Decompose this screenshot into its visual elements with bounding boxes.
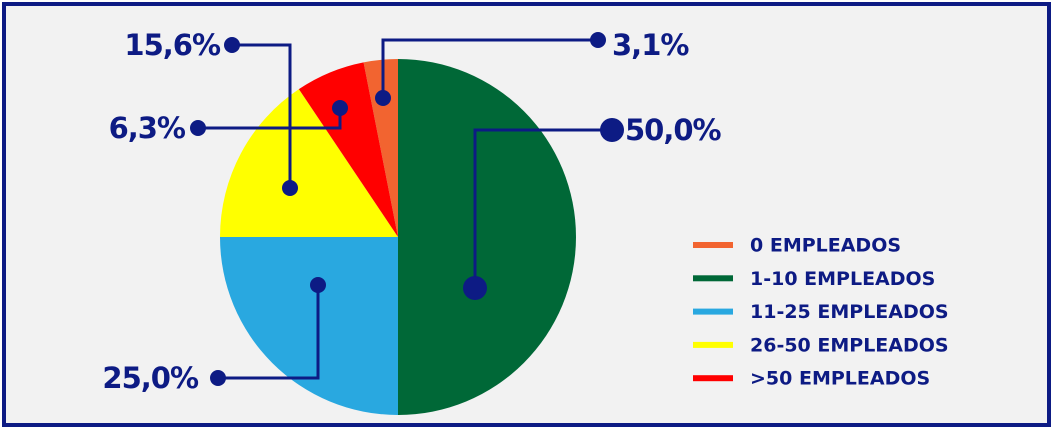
data-label: 25,0% — [102, 361, 199, 395]
legend-swatch — [693, 375, 733, 382]
leader-line — [232, 43, 292, 188]
data-label: 3,1% — [612, 28, 689, 62]
legend-label: 1-10 EMPLEADOS — [750, 268, 935, 290]
pie-slice — [220, 237, 398, 415]
leader-line — [218, 285, 320, 380]
leader-dot — [210, 370, 226, 386]
legend-swatch — [693, 341, 733, 348]
pie-slice — [220, 89, 398, 237]
leader-dot — [310, 277, 326, 293]
leader-dot — [332, 100, 348, 116]
leader-line — [473, 128, 612, 288]
legend-swatch — [693, 308, 733, 315]
legend-label: 11-25 EMPLEADOS — [750, 301, 949, 323]
pie-slice — [398, 59, 576, 415]
data-label: 50,0% — [625, 113, 722, 147]
leader-dot — [282, 180, 298, 196]
leader-dot — [590, 32, 606, 48]
legend-label: >50 EMPLEADOS — [750, 368, 930, 390]
legend-label: 0 EMPLEADOS — [750, 235, 901, 257]
pie-slice — [298, 62, 398, 237]
legend-label: 26-50 EMPLEADOS — [750, 334, 949, 356]
leader-dot — [600, 118, 624, 142]
data-label: 15,6% — [124, 28, 221, 62]
leader-dot — [375, 90, 391, 106]
leader-dot — [190, 120, 206, 136]
legend-swatch — [693, 275, 733, 282]
legend-swatch — [693, 242, 733, 248]
leader-dot — [463, 276, 487, 300]
leader-line — [381, 38, 598, 98]
data-label: 6,3% — [109, 111, 186, 145]
pie-slice — [363, 59, 398, 237]
leader-dot — [224, 37, 240, 53]
